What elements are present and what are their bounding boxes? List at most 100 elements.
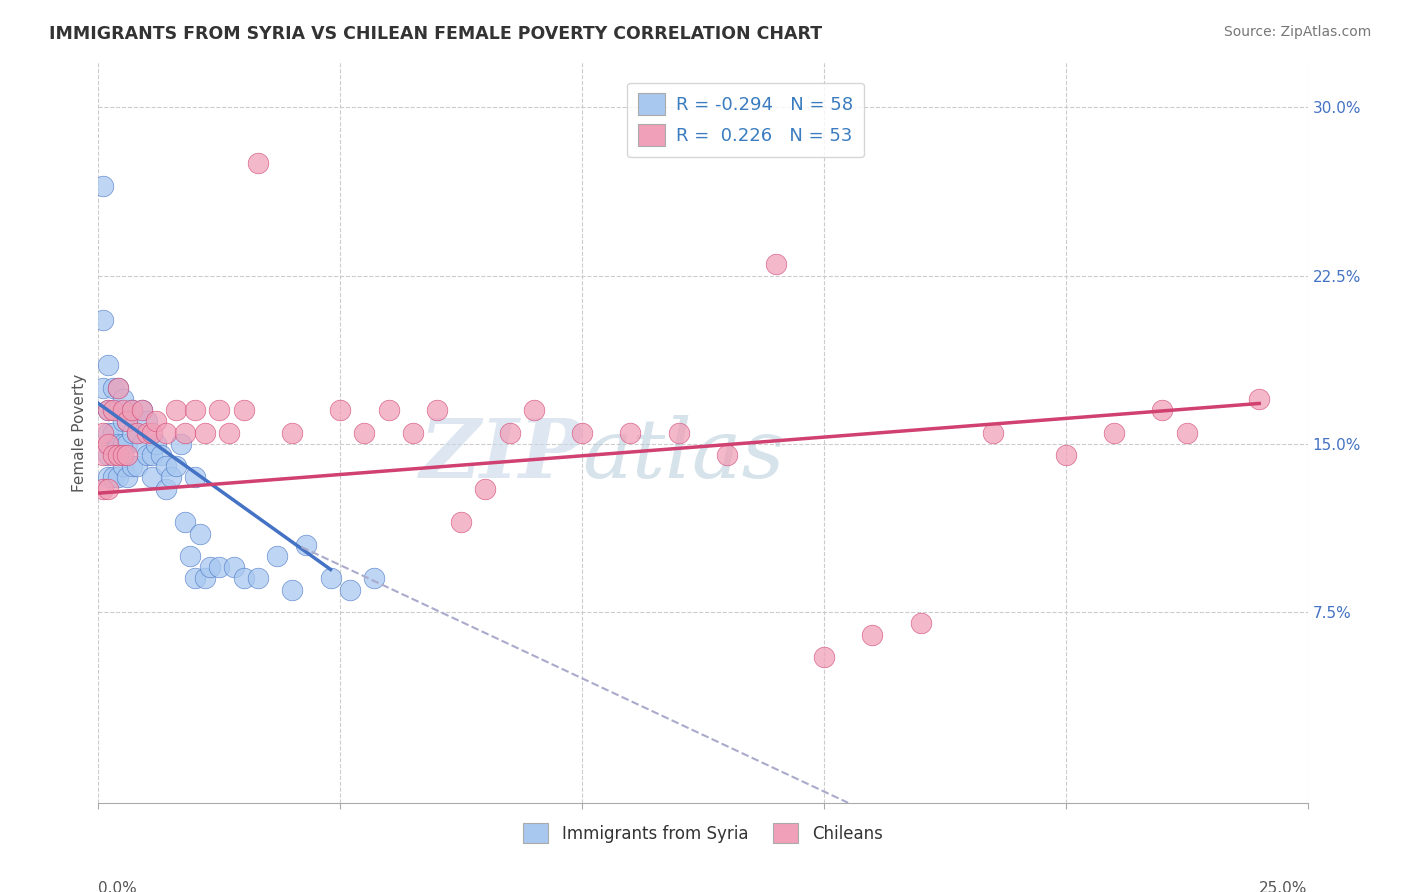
Point [111, 459, 134, 474]
Point [165, 459, 187, 474]
Point [194, 425, 217, 440]
Point [97, 437, 120, 451]
Point [402, 425, 425, 440]
Point [981, 425, 1004, 440]
Text: atlas: atlas [582, 415, 785, 495]
Point [107, 381, 129, 395]
Point [222, 560, 245, 574]
Point [813, 650, 835, 665]
Point [174, 516, 197, 530]
Point [571, 425, 593, 440]
Point [135, 414, 157, 428]
Point [91, 178, 114, 193]
Point [426, 403, 449, 417]
Point [117, 470, 139, 484]
Point [91, 425, 114, 440]
Point [141, 470, 163, 484]
Point [107, 470, 129, 484]
Point [218, 425, 240, 440]
Point [101, 425, 124, 440]
Point [339, 582, 361, 597]
Point [716, 448, 738, 462]
Point [101, 403, 124, 417]
Point [117, 414, 139, 428]
Point [860, 627, 883, 641]
Point [208, 403, 231, 417]
Text: IMMIGRANTS FROM SYRIA VS CHILEAN FEMALE POVERTY CORRELATION CHART: IMMIGRANTS FROM SYRIA VS CHILEAN FEMALE … [49, 25, 823, 43]
Point [247, 571, 270, 585]
Point [111, 403, 134, 417]
Point [1175, 425, 1198, 440]
Point [111, 392, 134, 406]
Point [184, 470, 207, 484]
Point [117, 414, 139, 428]
Point [208, 560, 231, 574]
Point [155, 482, 177, 496]
Point [97, 448, 120, 462]
Point [135, 448, 157, 462]
Point [117, 448, 139, 462]
Point [97, 403, 120, 417]
Point [131, 403, 153, 417]
Point [135, 425, 157, 440]
Point [141, 425, 163, 440]
Point [266, 549, 288, 563]
Point [174, 425, 197, 440]
Point [97, 425, 120, 440]
Point [1249, 392, 1271, 406]
Point [179, 549, 201, 563]
Point [107, 448, 129, 462]
Point [281, 425, 304, 440]
Point [474, 482, 496, 496]
Point [295, 538, 318, 552]
Point [127, 425, 149, 440]
Point [127, 425, 149, 440]
Point [668, 425, 690, 440]
Point [117, 437, 139, 451]
Legend: Immigrants from Syria, Chileans: Immigrants from Syria, Chileans [517, 816, 889, 850]
Point [101, 470, 124, 484]
Point [910, 616, 932, 631]
Point [107, 403, 129, 417]
Point [1054, 448, 1077, 462]
Point [91, 448, 114, 462]
Text: 25.0%: 25.0% [1260, 881, 1308, 892]
Point [131, 437, 153, 451]
Point [319, 571, 342, 585]
Point [97, 403, 120, 417]
Point [97, 482, 120, 496]
Point [160, 470, 183, 484]
Point [765, 257, 787, 271]
Point [121, 425, 143, 440]
Point [1152, 403, 1174, 417]
Point [353, 425, 375, 440]
Point [121, 403, 143, 417]
Point [150, 448, 173, 462]
Point [1102, 425, 1125, 440]
Point [232, 403, 254, 417]
Point [121, 403, 143, 417]
Point [169, 437, 191, 451]
Point [194, 571, 217, 585]
Point [523, 403, 546, 417]
Point [165, 403, 187, 417]
Point [111, 448, 134, 462]
Point [91, 313, 114, 327]
Point [101, 448, 124, 462]
Point [131, 403, 153, 417]
Point [498, 425, 520, 440]
Text: Source: ZipAtlas.com: Source: ZipAtlas.com [1223, 25, 1371, 39]
Point [188, 526, 211, 541]
Point [101, 403, 124, 417]
Point [281, 582, 304, 597]
Point [619, 425, 641, 440]
Point [107, 437, 129, 451]
Point [107, 381, 129, 395]
Point [97, 359, 120, 373]
Text: ZIP: ZIP [419, 415, 582, 495]
Point [450, 516, 472, 530]
Point [145, 414, 167, 428]
Point [111, 437, 134, 451]
Point [155, 425, 177, 440]
Point [232, 571, 254, 585]
